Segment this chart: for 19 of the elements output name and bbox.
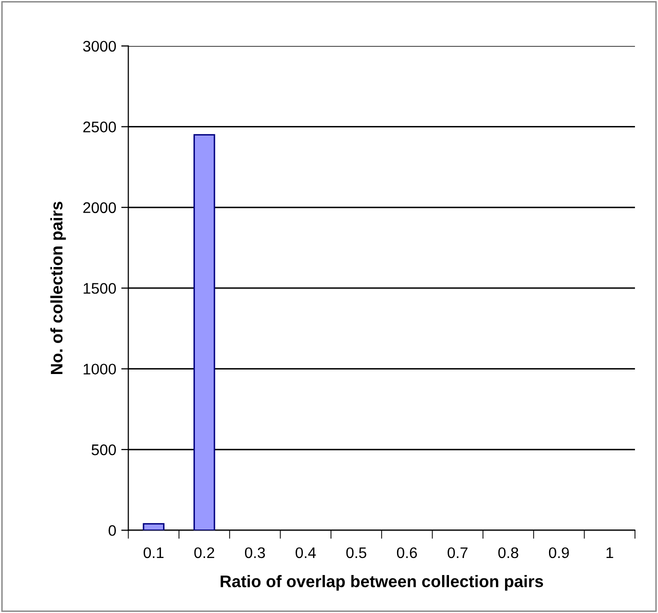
- x-tick-label: 0.1: [144, 547, 164, 558]
- x-tick-label: 0.4: [296, 547, 316, 558]
- x-tick-label: 0.9: [548, 547, 569, 558]
- y-tick-label: 2000: [83, 202, 116, 214]
- y-tick-label: 2500: [83, 122, 116, 132]
- x-tick-label: 0.7: [448, 547, 468, 558]
- x-tick-label: 0.8: [498, 547, 518, 558]
- x-tick-label: 0.2: [194, 547, 214, 558]
- y-tick-label: 1000: [84, 364, 116, 375]
- x-tick-label: 0.3: [244, 547, 265, 558]
- y-tick-label: 500: [92, 444, 116, 456]
- y-axis-title: No. of collection pairs: [50, 202, 66, 374]
- x-axis-title: Ratio of overlap between collection pairs: [220, 575, 544, 591]
- y-tick-label: 0: [108, 525, 116, 536]
- x-tick-label: 0.5: [346, 547, 366, 558]
- y-tick-label: 1500: [84, 282, 116, 294]
- x-tick-label: 0.6: [396, 547, 417, 558]
- x-tick-label: 1: [606, 547, 614, 558]
- y-tick-label: 3000: [83, 40, 116, 52]
